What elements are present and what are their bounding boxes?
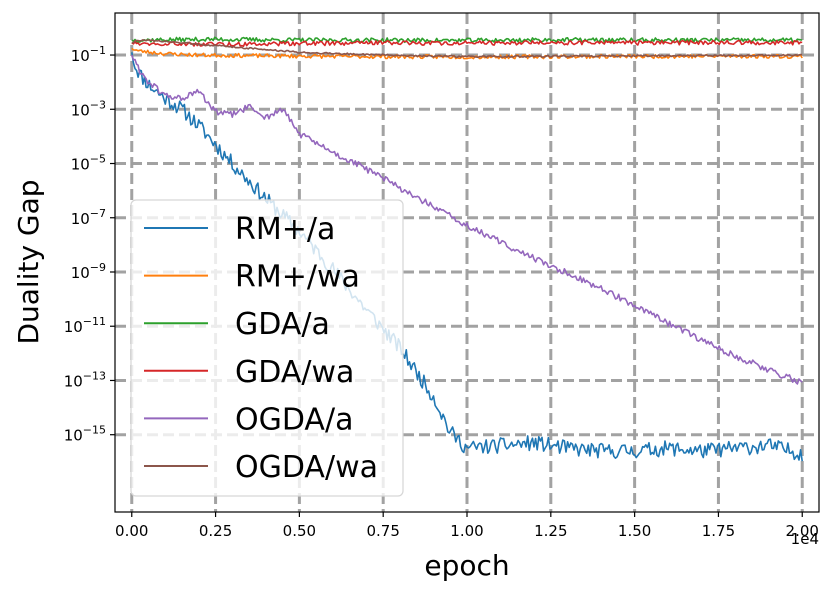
x-tick-label: 0.00 bbox=[115, 522, 148, 540]
y-tick-label: 10−13 bbox=[64, 369, 106, 390]
y-tick-label: 10−7 bbox=[71, 207, 106, 228]
x-tick-label: 2.00 bbox=[786, 522, 819, 540]
y-tick-label: 10−11 bbox=[64, 315, 106, 336]
series-line bbox=[131, 36, 803, 44]
x-tick-label: 1.00 bbox=[450, 522, 483, 540]
series-line bbox=[131, 39, 803, 59]
legend-label: RM+/wa bbox=[235, 260, 360, 295]
legend-label: RM+/a bbox=[235, 212, 335, 247]
x-tick-label: 0.25 bbox=[199, 522, 232, 540]
x-tick-label: 0.50 bbox=[283, 522, 316, 540]
legend-label: GDA/a bbox=[235, 307, 330, 342]
axes: 0.00 0.25 0.50 0.75 1.00 1.25 1.50 1.75 2.00 10−1… bbox=[64, 12, 820, 540]
x-tick-label: 1.25 bbox=[534, 522, 567, 540]
y-tick-label: 10−1 bbox=[71, 44, 106, 65]
series-line bbox=[131, 47, 803, 60]
series-line bbox=[131, 54, 803, 385]
y-tick-label: 10−5 bbox=[71, 153, 106, 174]
legend-label: OGDA/a bbox=[235, 402, 353, 437]
legend: RM+/a RM+/wa GDA/a GDA/wa OGDA/a OGDA/wa bbox=[130, 199, 404, 497]
x-tick-label: 1.75 bbox=[702, 522, 735, 540]
x-axis-title: epoch bbox=[424, 549, 509, 582]
plot-frame bbox=[114, 12, 820, 513]
series-line bbox=[131, 52, 803, 462]
y-tick-label: 10−9 bbox=[71, 261, 106, 282]
x-tick-label: 0.75 bbox=[366, 522, 399, 540]
x-tick-label: 1.50 bbox=[618, 522, 651, 540]
legend-label: GDA/wa bbox=[235, 355, 354, 390]
series-lines bbox=[131, 36, 803, 462]
series-line bbox=[131, 39, 803, 47]
y-tick-label: 10−3 bbox=[71, 98, 106, 119]
legend-label: OGDA/wa bbox=[235, 450, 378, 485]
y-tick-label: 10−15 bbox=[64, 424, 106, 445]
x-axis-offset-label: 1e4 bbox=[791, 530, 819, 548]
y-axis-title: Duality Gap bbox=[12, 179, 45, 344]
legend-box bbox=[130, 199, 404, 497]
